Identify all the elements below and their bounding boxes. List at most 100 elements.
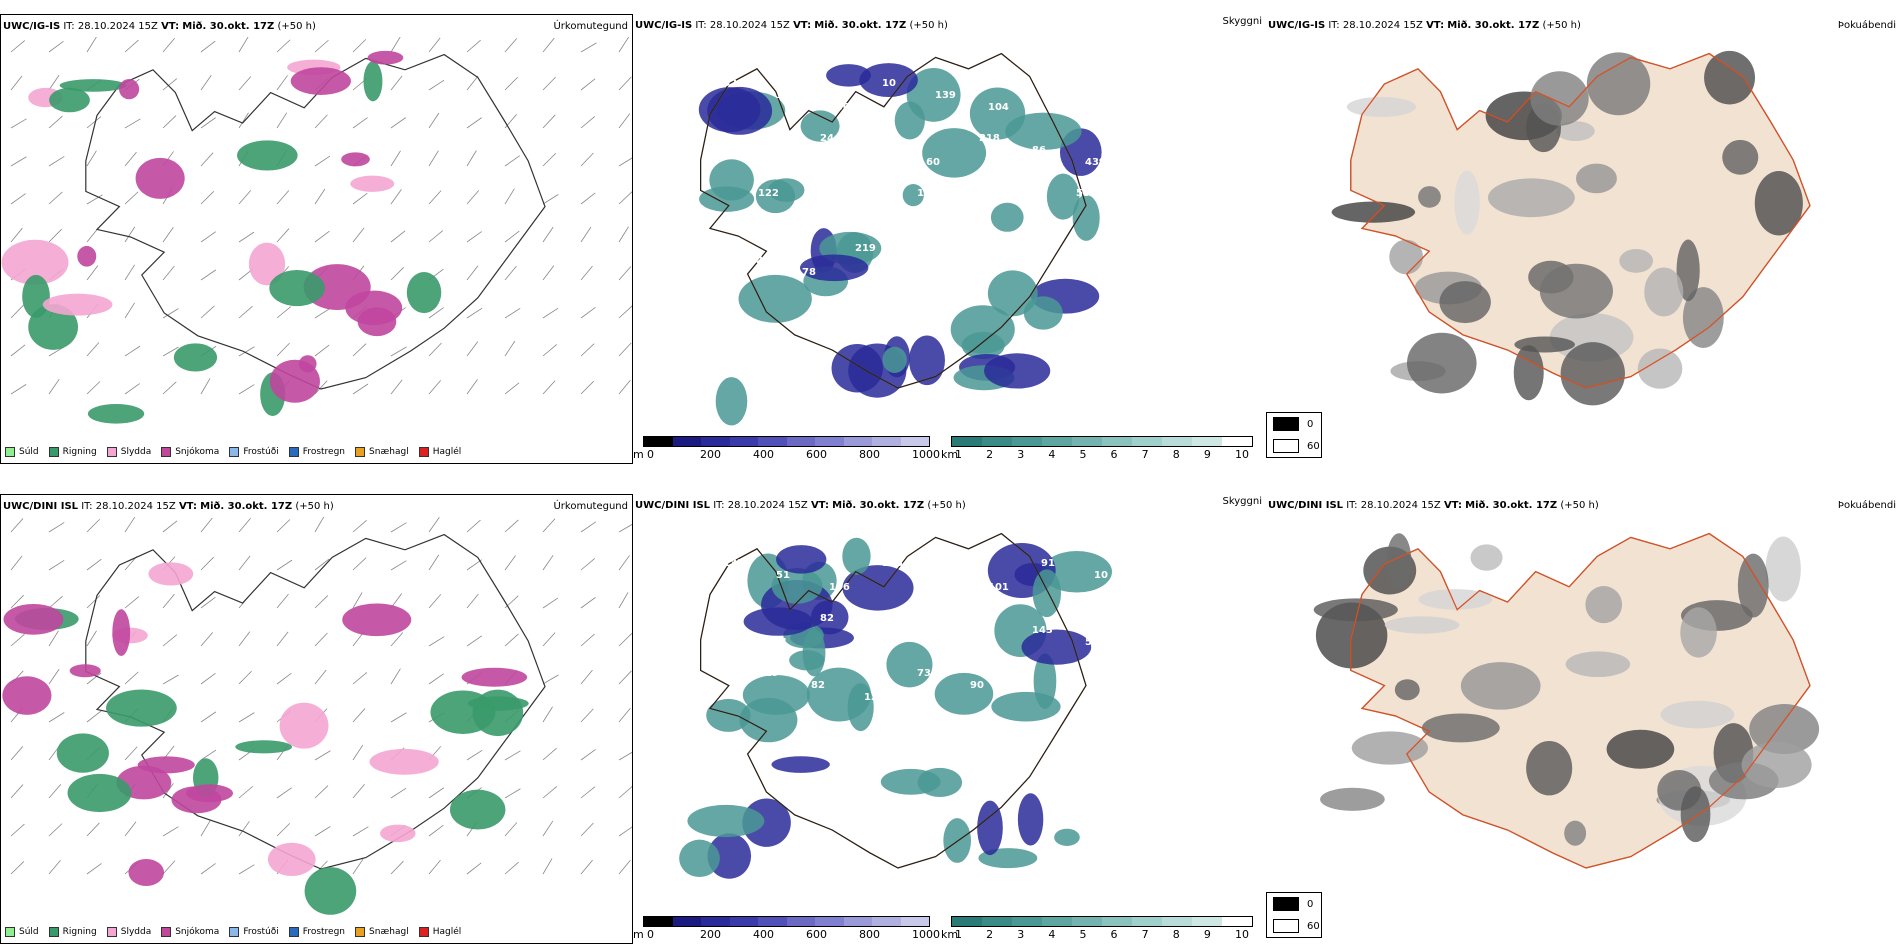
precip-legend-item: Frostúði (229, 927, 279, 937)
fog-map (1313, 532, 1820, 869)
fog-legend-item: 60 (1273, 919, 1320, 933)
precip-area (112, 609, 131, 657)
fog-area (1526, 740, 1573, 796)
scale-tick: 9 (1203, 448, 1211, 461)
precip-area (380, 824, 416, 843)
precip-area (350, 175, 395, 192)
fog-area (1644, 267, 1684, 317)
visibility-legend-km: km 1 2 3 4 5 6 7 8 9 10 (941, 434, 1261, 466)
visibility-value-label: 139 (935, 90, 956, 101)
legend-label: Haglél (432, 927, 462, 937)
visibility-value-label: 71 (935, 570, 949, 581)
visibility-panel-row2: UWC/DINI ISL IT: 28.10.2024 15Z VT: Mið.… (633, 494, 1266, 944)
visibility-map: 233 51 196 105 71 101 91 10 781 82 107 921 54 143 528 3… (679, 532, 1112, 879)
scale-tick: 4 (1048, 928, 1056, 941)
precip-area (449, 789, 506, 830)
legend-swatch (106, 927, 117, 937)
panel-title: UWC/DINI ISL IT: 28.10.2024 15Z VT: Mið.… (3, 501, 334, 512)
precip-area (56, 733, 109, 773)
fog-area (1406, 332, 1477, 394)
scale-unit: km (941, 448, 959, 461)
visibility-value-label: 174 (864, 212, 885, 223)
fog-legend-item: 60 (1273, 439, 1320, 453)
scale-swatch (982, 437, 1012, 446)
visibility-value-label: 100 (908, 255, 929, 266)
fog-legend-item: 0 (1273, 417, 1313, 431)
scale-swatch (872, 437, 901, 446)
panel-type-label: Þokuábendi (1837, 500, 1896, 511)
precip-area (279, 702, 329, 749)
visibility-area (709, 159, 754, 201)
visibility-value-label: 55 (1076, 188, 1090, 199)
visibility-value-label: 122 (758, 188, 779, 199)
scale-tick: 10 (1235, 928, 1249, 941)
fog-area (1741, 741, 1812, 788)
scale-tick: 1 (955, 448, 962, 461)
visibility-panel-row1: UWC/IG-IS IT: 28.10.2024 15Z VT: Mið. 30… (633, 14, 1266, 464)
scale-swatch (815, 917, 844, 926)
scale-tick: 9 (1203, 928, 1211, 941)
panel-type-label: Skyggni (1222, 496, 1262, 507)
visibility-area (917, 767, 963, 798)
scale-swatch (872, 917, 901, 926)
visibility-area (922, 128, 987, 178)
legend-label: 0 (1307, 418, 1314, 430)
fog-area (1737, 553, 1769, 618)
precip-area (137, 756, 195, 774)
precip-map (1, 37, 632, 424)
precip-area (345, 290, 403, 326)
precip-area (1, 239, 69, 285)
fog-area (1660, 700, 1735, 729)
scale-swatch (1042, 437, 1072, 446)
visibility-area (991, 691, 1061, 722)
scale-swatch (644, 917, 673, 926)
fog-area (1530, 71, 1589, 126)
legend-label: Slydda (120, 927, 152, 937)
scale-tick: 400 (753, 928, 774, 941)
precip-area (406, 272, 442, 314)
visibility-map: 62 101 100 10 139 104 41 138 247 24 55 60 218 86 439 12… (698, 52, 1115, 426)
scale-tick: 5 (1079, 448, 1087, 461)
scale-swatch (1102, 437, 1132, 446)
precip-legend-item: Frostúði (229, 447, 279, 457)
visibility-value-label: 116 (917, 188, 938, 199)
visibility-area (1054, 828, 1080, 846)
legend-label: Súld (19, 927, 39, 937)
visibility-area (1021, 629, 1092, 665)
fog-area (1765, 536, 1801, 602)
visibility-area (977, 800, 1003, 856)
visibility-legend-m: m 0 200 400 600 800 1000 (633, 914, 940, 946)
precip-area (267, 842, 316, 877)
visibility-value-label: 233 (723, 558, 744, 569)
scale-ticks: m 0 200 400 600 800 1000 (633, 928, 940, 942)
coastline (85, 533, 546, 870)
precip-area (304, 867, 357, 915)
scale-swatch (1192, 437, 1222, 446)
legend-label: 60 (1307, 440, 1320, 452)
scale-swatch (1162, 917, 1192, 926)
fog-area (1346, 96, 1416, 117)
precip-area (87, 403, 145, 424)
fog-area (1313, 598, 1398, 622)
coastline (700, 532, 1087, 869)
legend-swatch (1273, 439, 1299, 453)
precip-area (269, 270, 325, 307)
scale-ticks: m 0 200 400 600 800 1000 (633, 448, 940, 462)
fog-area (1754, 171, 1803, 236)
precip-area (67, 773, 132, 813)
precip-legend-item: Slydda (106, 927, 152, 937)
scale-tick: 800 (859, 448, 880, 461)
precip-legend-item: Súld (5, 447, 39, 457)
scale-tick: 0 (647, 448, 654, 461)
panel-title: UWC/DINI ISL IT: 28.10.2024 15Z VT: Mið.… (1268, 500, 1599, 511)
fog-legend: 0 60 (1266, 412, 1322, 458)
scale-swatch (1012, 437, 1042, 446)
fog-area (1564, 820, 1587, 846)
fog-panel-row2: UWC/DINI ISL IT: 28.10.2024 15Z VT: Mið.… (1266, 494, 1900, 944)
precip-area (42, 293, 113, 316)
precip-legend-item: Snæhagl (355, 927, 409, 937)
visibility-value-label: 62 (723, 78, 737, 89)
visibility-area (1023, 296, 1063, 330)
visibility-area (886, 641, 933, 688)
visibility-value-label: 51 (776, 570, 790, 581)
